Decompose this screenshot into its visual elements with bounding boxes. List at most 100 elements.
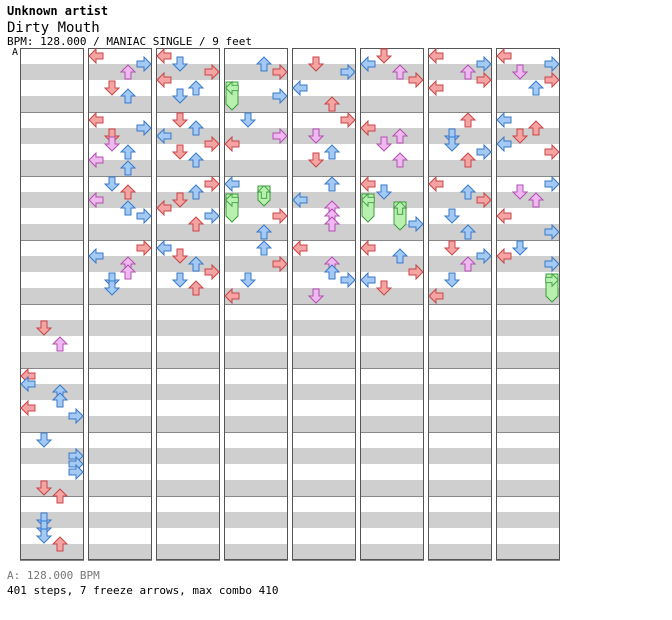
beat-stripe (20, 544, 84, 560)
down-arrow-icon (171, 248, 189, 264)
down-arrow-icon (171, 272, 189, 288)
beat-stripe (224, 96, 288, 112)
beat-stripe (156, 352, 220, 368)
down-arrow-icon (239, 272, 257, 288)
column-border (224, 48, 288, 560)
down-arrow-icon (443, 208, 461, 224)
down-arrow-icon (375, 280, 393, 296)
down-arrow-icon (239, 112, 257, 128)
beat-stripe (428, 384, 492, 400)
beat-stripe (156, 448, 220, 464)
beat-stripe (428, 544, 492, 560)
beat-stripe (428, 448, 492, 464)
beat-stripe (360, 320, 424, 336)
beat-stripe (428, 352, 492, 368)
beat-stripe (88, 320, 152, 336)
up-arrow-icon (323, 176, 341, 192)
right-arrow-icon (408, 215, 424, 233)
up-arrow-icon (527, 80, 545, 96)
beat-stripe (496, 416, 560, 432)
right-arrow-icon (476, 55, 492, 73)
beat-stripe (88, 64, 152, 80)
beat-stripe (428, 416, 492, 432)
freeze-arrow-icon (361, 192, 375, 223)
right-arrow-icon (544, 55, 560, 73)
down-arrow-icon (307, 288, 325, 304)
down-arrow-icon (511, 240, 529, 256)
up-arrow-icon (459, 152, 477, 168)
down-arrow-icon (443, 272, 461, 288)
left-arrow-icon (88, 191, 104, 209)
beat-stripe (224, 512, 288, 528)
beat-stripe (292, 64, 356, 80)
left-arrow-icon (292, 239, 308, 257)
beat-stripe (360, 160, 424, 176)
beat-stripe (224, 320, 288, 336)
right-arrow-icon (408, 71, 424, 89)
right-arrow-icon (408, 263, 424, 281)
beat-stripe (496, 160, 560, 176)
beat-stripe (224, 384, 288, 400)
right-arrow-icon (136, 55, 152, 73)
beat-stripe (156, 128, 220, 144)
beat-stripe (292, 256, 356, 272)
right-arrow-icon (272, 87, 288, 105)
beat-stripe (428, 224, 492, 240)
chart-column (496, 48, 560, 561)
freeze-arrow-icon (545, 272, 559, 303)
left-arrow-icon (496, 111, 512, 129)
right-arrow-icon (204, 175, 220, 193)
right-arrow-icon (476, 191, 492, 209)
right-arrow-icon (272, 207, 288, 225)
beat-stripe (428, 320, 492, 336)
beat-stripe (224, 352, 288, 368)
beat-stripe (360, 480, 424, 496)
right-arrow-icon (340, 111, 356, 129)
right-arrow-icon (272, 127, 288, 145)
down-arrow-icon (103, 280, 121, 296)
beat-stripe (292, 352, 356, 368)
freeze-arrow-icon (225, 80, 239, 111)
beat-stripe (20, 384, 84, 400)
down-arrow-icon (511, 184, 529, 200)
left-arrow-icon (224, 287, 240, 305)
right-arrow-icon (544, 143, 560, 161)
chart-column (156, 48, 220, 561)
chart-column (224, 48, 288, 561)
beat-stripe (156, 512, 220, 528)
column-border (428, 48, 492, 560)
beat-stripe (156, 224, 220, 240)
up-arrow-icon (187, 120, 205, 136)
column-border (156, 48, 220, 560)
beat-stripe (360, 288, 424, 304)
beat-stripe (156, 64, 220, 80)
left-arrow-icon (156, 71, 172, 89)
left-arrow-icon (88, 111, 104, 129)
up-arrow-icon (119, 184, 137, 200)
beat-stripe (224, 480, 288, 496)
down-arrow-icon (375, 136, 393, 152)
freeze-arrow-icon (225, 192, 239, 223)
beat-stripe (88, 96, 152, 112)
beat-stripe (88, 544, 152, 560)
beat-stripe (292, 128, 356, 144)
beat-stripe (156, 288, 220, 304)
beat-stripe (496, 352, 560, 368)
beat-stripe (496, 192, 560, 208)
beat-stripe (360, 416, 424, 432)
beat-stripe (496, 224, 560, 240)
beat-stripe (20, 160, 84, 176)
beat-stripe (156, 416, 220, 432)
beat-stripe (224, 544, 288, 560)
up-arrow-icon (459, 64, 477, 80)
right-arrow-icon (136, 239, 152, 257)
beat-stripe (20, 512, 84, 528)
beat-stripe (20, 256, 84, 272)
freeze-arrow-icon (256, 185, 272, 207)
column-border (88, 48, 152, 560)
left-arrow-icon (428, 175, 444, 193)
right-arrow-icon (544, 255, 560, 273)
beat-stripe (292, 288, 356, 304)
down-arrow-icon (171, 192, 189, 208)
down-arrow-icon (375, 184, 393, 200)
